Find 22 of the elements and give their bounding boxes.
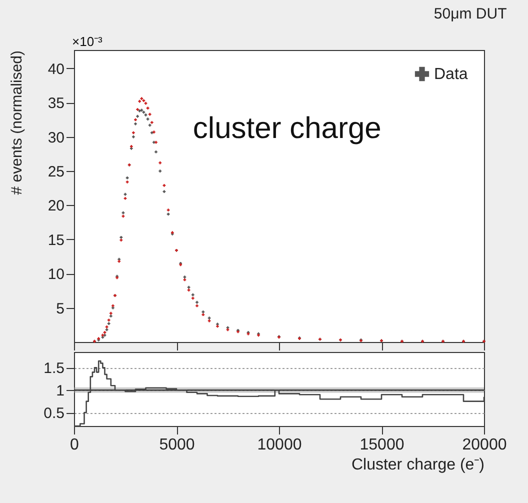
chart-title: 50μm DUT [434,6,507,22]
y-tick-label: 25 [48,164,64,181]
x-axis-title: Cluster charge (e⁻) [351,456,484,474]
y-tick-label: 35 [48,95,64,112]
y-tick-label: 40 [48,60,64,78]
annotation: cluster charge [192,112,382,145]
y-tick-label: 30 [48,129,64,146]
y-tick-label: 15 [48,232,64,249]
y-tick-label: 1.5 [44,360,64,378]
text: ×10⁻³ [72,34,104,49]
x-tick-label: 15000 [360,436,404,454]
y-tick-label: 5 [56,300,64,318]
x-tick-label: 10000 [257,436,302,454]
x-tick-label: 20000 [462,436,507,454]
y-tick-label: 20 [48,198,64,215]
x-tick-label: 5000 [159,436,195,454]
y-tick-label: 10 [48,266,64,284]
y-tick-label: 0.5 [44,405,64,422]
y-tick-label: 1 [56,382,64,400]
legend-label: Data [434,66,468,83]
y-axis-title: # events (normalised) [8,50,26,195]
x-tick-label: 0 [70,436,80,454]
